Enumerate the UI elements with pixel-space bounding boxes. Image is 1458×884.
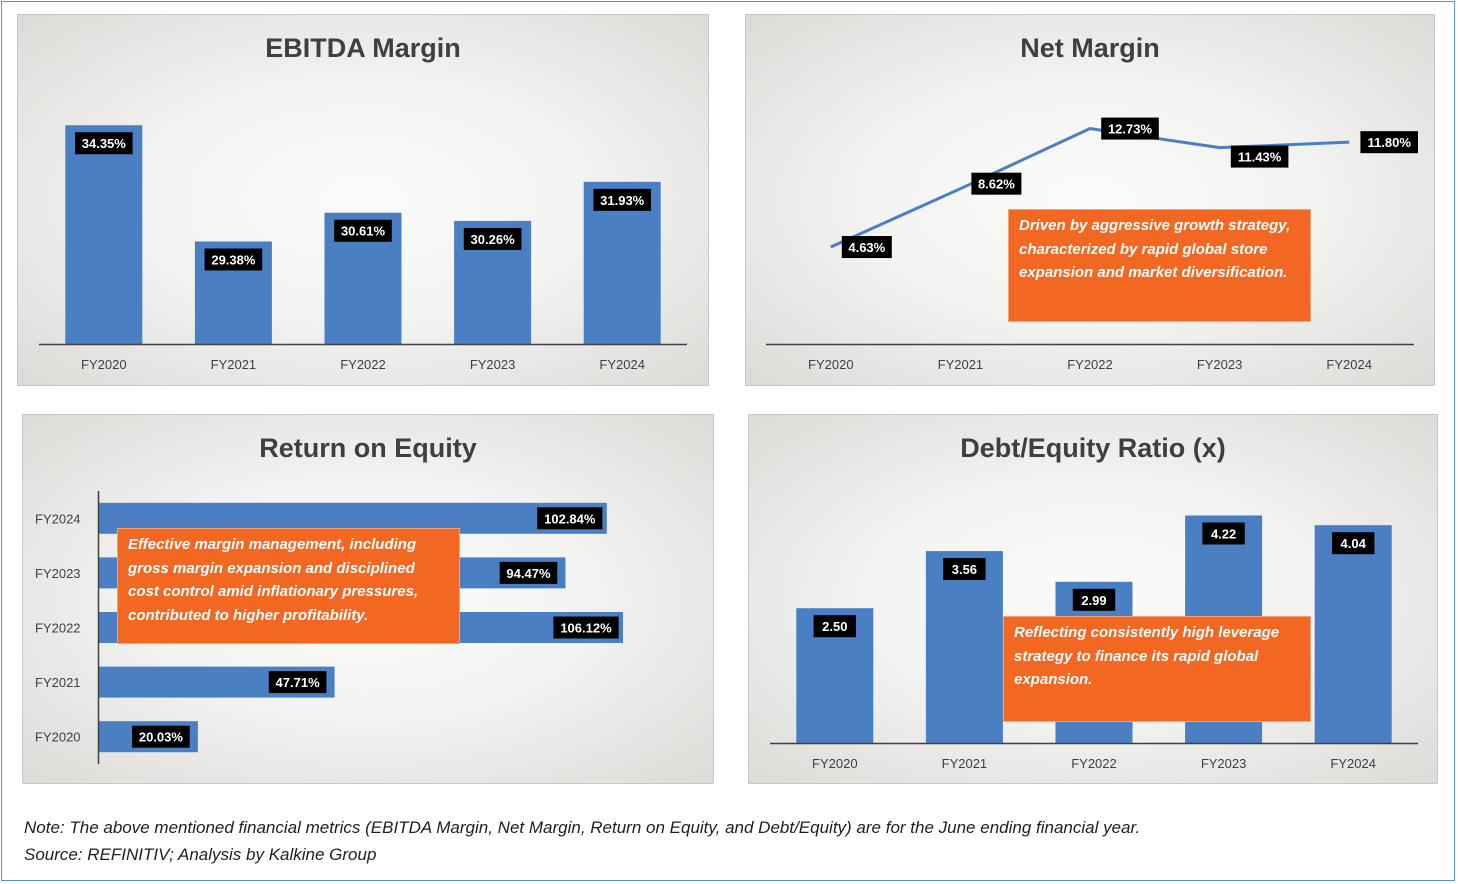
- x-tick-FY2024: FY2024: [1330, 756, 1376, 771]
- data-label-FY2020-box: [841, 236, 892, 259]
- x-tick-FY2021: FY2021: [211, 357, 257, 372]
- data-label-FY2020: 20.03%: [139, 730, 184, 745]
- data-label-FY2021-box: [971, 172, 1022, 195]
- data-label-FY2020: 34.35%: [82, 136, 127, 151]
- data-label-FY2021: 29.38%: [211, 253, 256, 268]
- data-label-FY2024-box: [1360, 131, 1418, 154]
- data-label-FY2022: 106.12%: [560, 621, 612, 636]
- data-label-FY2022: 30.61%: [341, 224, 386, 239]
- net-margin-chart: 4.63% FY2020 8.62% FY2021 12.73% FY2022 11.43%…: [766, 117, 1418, 372]
- x-tick-FY2022: FY2022: [1067, 357, 1113, 372]
- debt-equity-title: Debt/Equity Ratio (x): [960, 433, 1226, 463]
- data-label-FY2024: 102.84%: [544, 511, 596, 526]
- data-label-FY2024-box: [537, 507, 603, 530]
- data-label-FY2024-box: [593, 188, 651, 211]
- x-tick-FY2024: FY2024: [599, 357, 645, 372]
- debt-equity-panel: Debt/Equity Ratio (x) 2.50 FY2020 3.56 FY20…: [748, 414, 1438, 784]
- x-tick-FY2023: FY2023: [470, 357, 516, 372]
- data-label-FY2023-box: [1202, 522, 1245, 545]
- y-tick-FY2020: FY2020: [35, 730, 81, 745]
- debt-equity-callout: Reflecting consistently high leverage st…: [1003, 616, 1311, 722]
- data-label-FY2020-box: [75, 132, 133, 155]
- data-label-FY2023: 4.22: [1211, 526, 1236, 541]
- debt-equity-chart: 2.50 FY2020 3.56 FY2021 2.99 FY2022 4.22 FY2023…: [770, 515, 1418, 771]
- footer-note: Note: The above mentioned financial metr…: [24, 818, 1141, 837]
- data-label-FY2022-box: [553, 616, 619, 639]
- footer-source: Source: REFINITIV; Analysis by Kalkine G…: [24, 845, 377, 864]
- roe-callout: Effective margin management, including g…: [117, 528, 460, 644]
- data-label-FY2022: 2.99: [1081, 593, 1106, 608]
- bar-FY2024: [1314, 525, 1392, 743]
- data-label-FY2022-box: [1101, 117, 1159, 140]
- data-label-FY2021-box: [268, 671, 327, 694]
- data-label-FY2023-box: [499, 561, 558, 584]
- roe-title: Return on Equity: [259, 433, 477, 463]
- y-tick-FY2022: FY2022: [35, 621, 81, 636]
- net-margin-title: Net Margin: [1020, 33, 1160, 63]
- x-tick-FY2023: FY2023: [1197, 357, 1243, 372]
- y-tick-FY2023: FY2023: [35, 566, 81, 581]
- data-label-FY2021: 47.71%: [276, 675, 321, 690]
- x-tick-FY2021: FY2021: [942, 756, 988, 771]
- data-label-FY2021: 3.56: [952, 562, 977, 577]
- data-label-FY2024: 11.80%: [1368, 135, 1412, 150]
- roe-panel: Return on Equity 102.84% FY2024 94.47% FY20…: [22, 414, 714, 784]
- x-tick-FY2023: FY2023: [1201, 756, 1247, 771]
- bar-FY2020: [65, 125, 143, 345]
- data-label-FY2020-box: [132, 725, 190, 748]
- data-label-FY2023: 11.43%: [1238, 150, 1282, 165]
- y-tick-FY2021: FY2021: [35, 675, 81, 690]
- data-label-FY2024: 31.93%: [600, 193, 645, 208]
- data-label-FY2023: 94.47%: [506, 566, 551, 581]
- x-tick-FY2020: FY2020: [808, 357, 854, 372]
- ebitda-margin-chart: 34.35% FY2020 29.38% FY2021 30.61% FY2022 30.2…: [39, 125, 687, 372]
- data-label-FY2020: 4.63%: [848, 240, 885, 255]
- data-label-FY2022-box: [334, 219, 392, 242]
- y-tick-FY2024: FY2024: [35, 511, 81, 526]
- x-tick-FY2020: FY2020: [81, 357, 127, 372]
- x-tick-FY2020: FY2020: [812, 756, 858, 771]
- data-label-FY2023-box: [1230, 145, 1289, 168]
- x-tick-FY2024: FY2024: [1326, 357, 1372, 372]
- data-label-FY2021-box: [943, 558, 986, 581]
- bar-FY2021: [925, 551, 1003, 743]
- data-label-FY2024: 4.04: [1341, 536, 1367, 551]
- data-label-FY2021: 8.62%: [978, 177, 1015, 192]
- data-label-FY2024-box: [1332, 532, 1375, 555]
- net-margin-panel: Net Margin 4.63% FY2020 8.62% FY2021 12.73% F…: [745, 14, 1435, 386]
- data-label-FY2021-box: [204, 248, 263, 271]
- data-label-FY2020-box: [813, 615, 856, 638]
- ebitda-margin-title: EBITDA Margin: [265, 33, 461, 63]
- data-label-FY2022-box: [1072, 588, 1116, 611]
- data-label-FY2023-box: [463, 227, 522, 250]
- x-tick-FY2022: FY2022: [340, 357, 386, 372]
- data-label-FY2022: 12.73%: [1108, 122, 1153, 137]
- data-label-FY2020: 2.50: [822, 619, 847, 634]
- x-tick-FY2021: FY2021: [938, 357, 984, 372]
- data-label-FY2023: 30.26%: [471, 232, 516, 247]
- ebitda-margin-panel: EBITDA Margin 34.35% FY2020 29.38% FY2021 30…: [17, 14, 709, 386]
- x-tick-FY2022: FY2022: [1071, 756, 1117, 771]
- net-margin-callout: Driven by aggressive growth strategy, ch…: [1008, 209, 1311, 322]
